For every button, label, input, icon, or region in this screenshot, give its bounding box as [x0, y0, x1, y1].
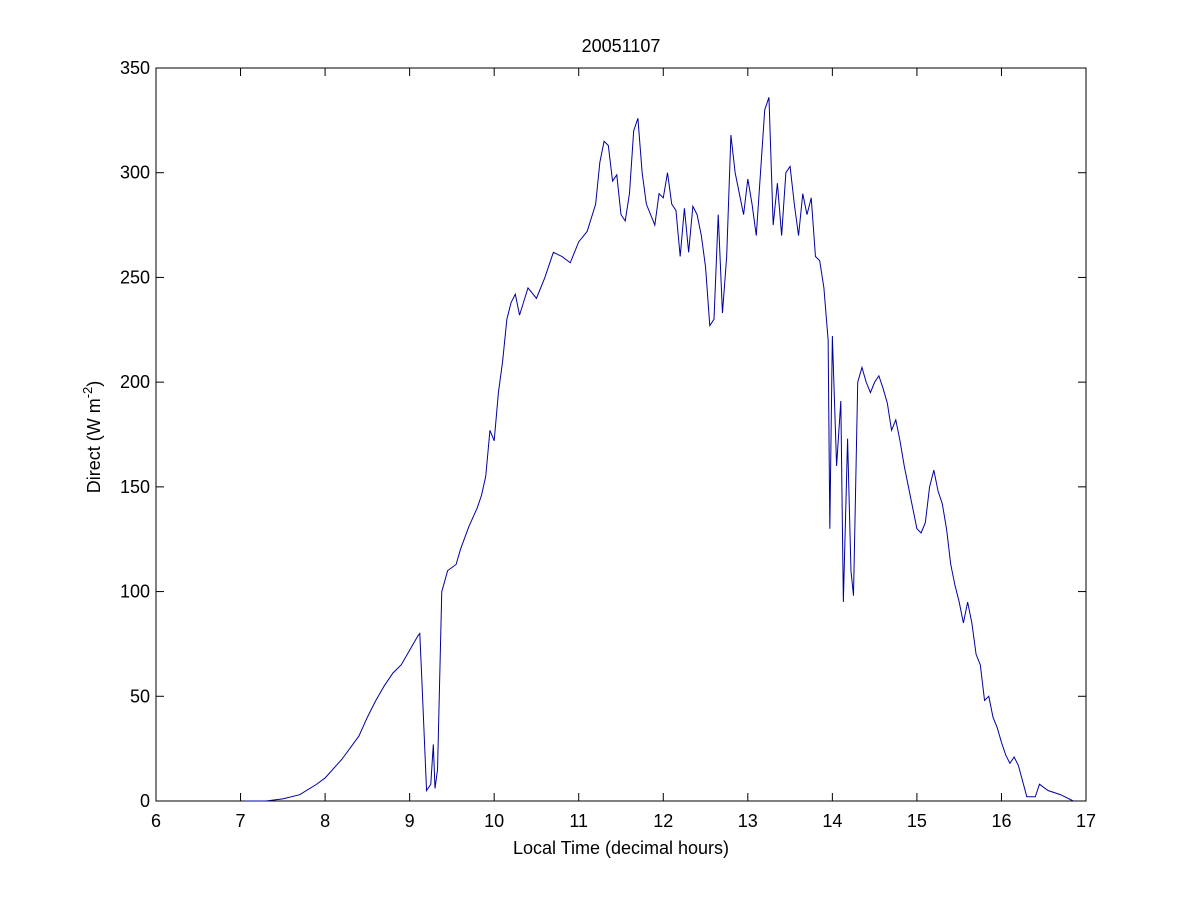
y-tick-label: 300 — [120, 163, 150, 183]
x-tick-label: 10 — [484, 811, 504, 831]
y-label-tail: ) — [84, 381, 104, 387]
x-tick-label: 8 — [320, 811, 330, 831]
y-tick-label: 350 — [120, 58, 150, 78]
x-tick-label: 13 — [738, 811, 758, 831]
y-label-text: Direct (W m — [84, 398, 104, 493]
x-tick-label: 14 — [822, 811, 842, 831]
x-tick-label: 17 — [1076, 811, 1096, 831]
y-tick-label: 250 — [120, 267, 150, 287]
x-tick-label: 12 — [653, 811, 673, 831]
y-tick-label: 100 — [120, 582, 150, 602]
x-tick-label: 16 — [991, 811, 1011, 831]
x-tick-label: 7 — [236, 811, 246, 831]
x-tick-label: 15 — [907, 811, 927, 831]
chart-title: 20051107 — [582, 36, 661, 56]
y-tick-label: 150 — [120, 477, 150, 497]
axes-box — [155, 67, 1087, 802]
x-tick-label: 9 — [405, 811, 415, 831]
y-tick-label: 50 — [130, 686, 150, 706]
data-line — [244, 97, 1074, 802]
x-tick-label: 6 — [151, 811, 161, 831]
y-tick-label: 0 — [140, 791, 150, 811]
y-tick-label: 200 — [120, 372, 150, 392]
y-label-sup: -2 — [80, 387, 95, 399]
x-tick-label: 11 — [569, 811, 588, 831]
y-axis-label: Direct (W m-2) — [80, 381, 104, 494]
x-axis-label: Local Time (decimal hours) — [513, 838, 729, 858]
